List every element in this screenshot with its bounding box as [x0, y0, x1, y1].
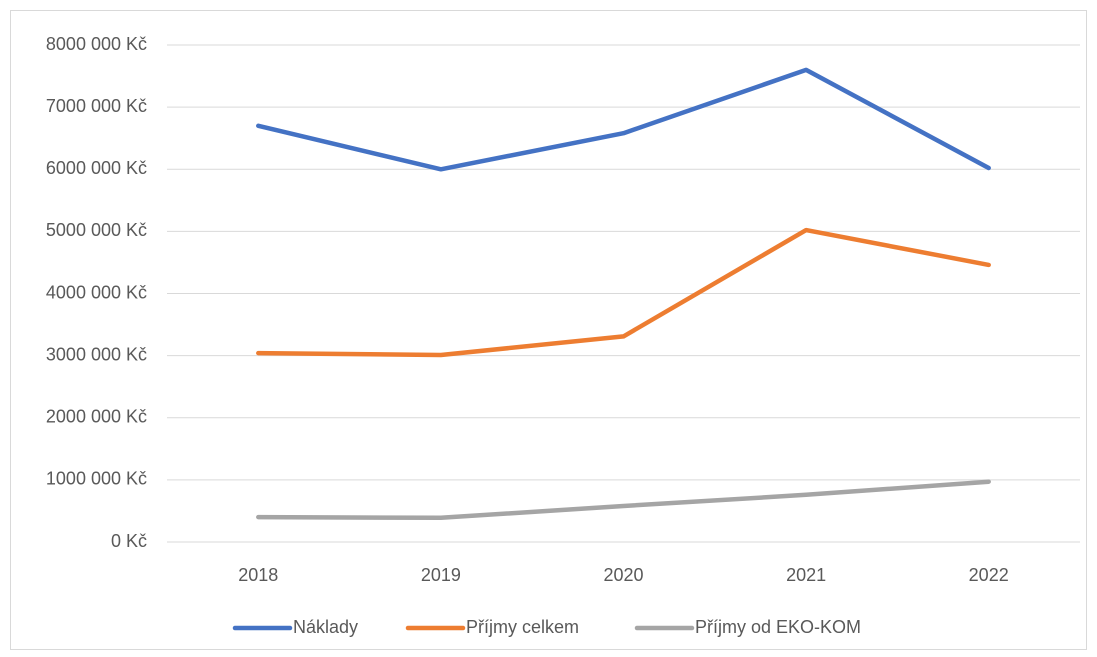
legend-label: Náklady [293, 617, 358, 637]
y-tick-label: 3000 000 Kč [46, 344, 147, 364]
y-tick-label: 6000 000 Kč [46, 158, 147, 178]
y-tick-label: 4000 000 Kč [46, 282, 147, 302]
series-line [256, 227, 991, 358]
y-tick-label: 8000 000 Kč [46, 34, 147, 54]
x-tick-label: 2019 [421, 565, 461, 585]
y-tick-label: 7000 000 Kč [46, 96, 147, 116]
x-tick-label: 2022 [969, 565, 1009, 585]
x-tick-label: 2020 [603, 565, 643, 585]
y-tick-label: 2000 000 Kč [46, 407, 147, 427]
series-line [256, 479, 991, 521]
x-tick-label: 2018 [238, 565, 278, 585]
legend-label: Příjmy od EKO-KOM [695, 617, 861, 637]
chart-border [10, 10, 1087, 650]
legend-label: Příjmy celkem [466, 617, 579, 637]
y-tick-label: 5000 000 Kč [46, 220, 147, 240]
x-tick-label: 2021 [786, 565, 826, 585]
y-tick-label: 0 Kč [111, 531, 147, 551]
series-line [256, 67, 991, 172]
y-tick-label: 1000 000 Kč [46, 469, 147, 489]
